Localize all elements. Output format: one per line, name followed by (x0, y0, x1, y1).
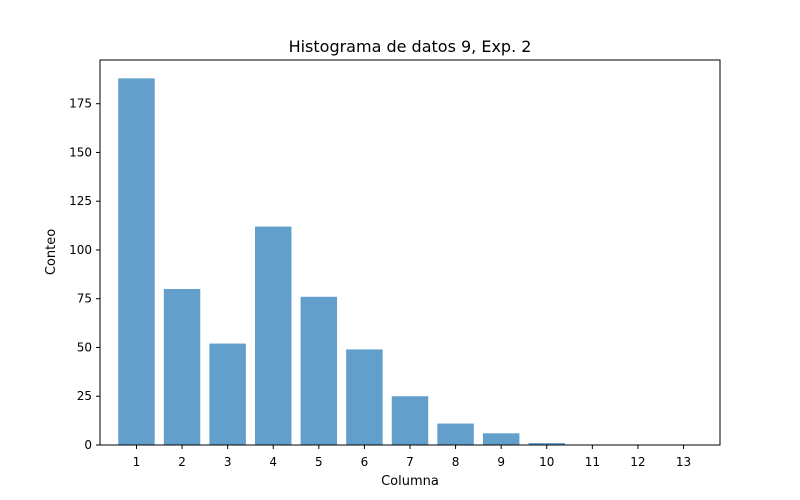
x-tick-label: 3 (224, 455, 232, 469)
x-tick-label: 6 (361, 455, 369, 469)
y-tick-label: 50 (77, 340, 92, 354)
y-tick-label: 175 (69, 97, 92, 111)
bar-7 (391, 396, 429, 445)
bar-6 (346, 349, 383, 445)
bar-1 (118, 78, 155, 445)
y-tick-label: 25 (77, 389, 92, 403)
y-tick-label: 0 (84, 438, 92, 452)
bar-5 (300, 296, 338, 445)
y-axis-label: Conteo (44, 229, 59, 275)
x-tick-label: 10 (539, 455, 554, 469)
x-tick-label: 13 (676, 455, 691, 469)
x-axis-label: Columna (381, 474, 439, 489)
x-tick-label: 4 (269, 455, 277, 469)
x-tick-label: 1 (133, 455, 141, 469)
x-tick-label: 11 (585, 455, 600, 469)
x-axis: 1 2 3 4 5 6 7 8 9 10 11 12 13 (133, 445, 691, 469)
x-tick-label: 7 (406, 455, 414, 469)
y-axis: 0 25 50 75 100 125 150 175 (69, 97, 100, 452)
y-tick-label: 150 (69, 145, 92, 159)
x-tick-label: 8 (452, 455, 460, 469)
chart-title: Histograma de datos 9, Exp. 2 (289, 37, 532, 56)
y-tick-label: 125 (69, 194, 92, 208)
bar-4 (255, 226, 292, 445)
bar-10 (528, 443, 565, 445)
bars-group (118, 78, 565, 445)
bar-8 (437, 423, 474, 445)
x-tick-label: 2 (178, 455, 186, 469)
plot-frame (99, 59, 721, 446)
x-tick-label: 9 (497, 455, 505, 469)
bar-9 (482, 433, 520, 445)
y-tick-label: 100 (69, 243, 92, 257)
bar-2 (163, 288, 201, 445)
bar-3 (209, 343, 246, 445)
x-tick-label: 5 (315, 455, 323, 469)
x-tick-label: 12 (630, 455, 645, 469)
y-tick-label: 75 (77, 292, 92, 306)
